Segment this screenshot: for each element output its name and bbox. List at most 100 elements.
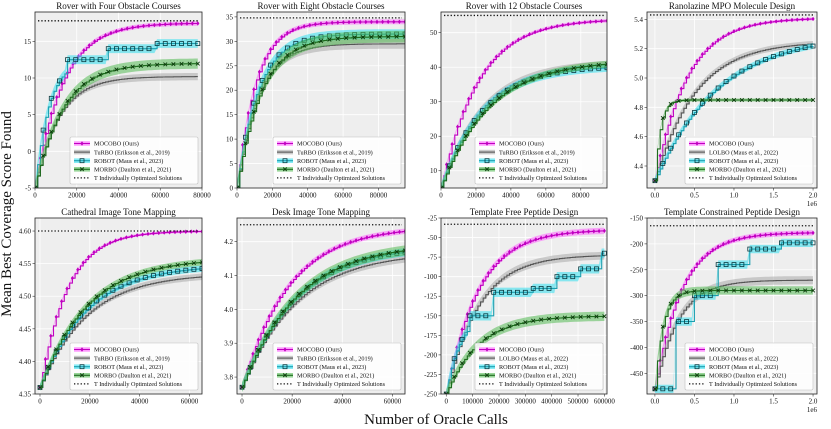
series-marker <box>262 325 266 330</box>
series-marker <box>302 24 306 29</box>
series-marker <box>764 232 768 238</box>
series-marker <box>562 274 568 280</box>
series-marker <box>146 231 150 237</box>
series-line <box>654 43 814 182</box>
x-tick-label: 0.5 <box>690 398 699 406</box>
series-marker <box>321 252 326 257</box>
series-marker <box>159 265 164 270</box>
series-marker <box>753 233 757 239</box>
series-marker <box>81 81 86 87</box>
y-tick-label: -250 <box>630 266 643 274</box>
series-marker <box>695 261 699 267</box>
series-marker <box>515 321 520 327</box>
series-marker <box>349 239 353 245</box>
y-tick-label: 15 <box>24 38 32 46</box>
series-layer <box>441 18 607 188</box>
series-marker <box>465 311 469 317</box>
legend-label: MORBO (Daulton et al., 2021) <box>94 373 171 380</box>
series-marker <box>237 185 240 188</box>
series-marker <box>130 234 134 239</box>
series-marker <box>92 250 96 255</box>
series-marker <box>167 269 172 275</box>
y-tick-label: 25 <box>226 62 234 70</box>
series-marker <box>252 87 256 92</box>
legend-marker <box>282 364 288 370</box>
series-marker <box>706 46 710 51</box>
series-marker <box>483 336 488 341</box>
series-marker <box>135 272 140 277</box>
legend-label: LOLBO (Maus et al., 2022) <box>709 149 778 156</box>
series-marker <box>185 21 189 26</box>
chart-panel-4: 0.0 0.5 1.0 1.5 2.0 4.4 4.6 4.8 5.0 5.2 5.4 1e6 Rano… <box>634 1 818 208</box>
plot-frame <box>440 217 608 395</box>
y-tick-label: -200 <box>424 351 437 359</box>
series-marker <box>354 238 358 243</box>
series-marker <box>394 249 399 254</box>
series-marker <box>142 275 148 280</box>
legend-label: ROBOT (Maus et al., 2023) <box>297 158 366 165</box>
y-tick-label: 5 <box>28 111 32 119</box>
x-tick-label: 20000 <box>283 398 301 406</box>
series-marker <box>195 61 200 66</box>
series-marker <box>700 97 705 103</box>
series-marker <box>55 94 59 100</box>
x-tick-label: 20000 <box>81 398 99 406</box>
series-marker <box>308 22 312 28</box>
series-marker <box>103 243 107 248</box>
series-marker <box>103 33 108 38</box>
series-marker <box>191 260 197 266</box>
series-marker <box>94 294 99 299</box>
series-marker <box>269 47 273 52</box>
legend-label: LOLBO (Maus et al., 2022) <box>499 355 568 362</box>
plot-frame <box>236 11 406 189</box>
x-tick-label: 1.0 <box>730 192 739 200</box>
legend-box <box>69 342 199 391</box>
legend-marker <box>79 158 85 164</box>
legend-box <box>684 342 814 391</box>
series-marker <box>731 288 737 293</box>
legend-label: TuRBO (Eriksson et al., 2019) <box>499 149 575 156</box>
series-marker <box>302 43 307 48</box>
legend-label: T Individually Optimized Solutions <box>499 175 588 182</box>
y-tick-label: 10 <box>430 167 438 175</box>
series-marker <box>305 284 310 289</box>
x-tick-label: 40000 <box>110 192 128 200</box>
series-layer <box>237 19 405 188</box>
series-marker <box>795 97 800 103</box>
legend: MOCOBO (Ours)LOLBO (Maus et al., 2022) RO… <box>684 342 814 391</box>
series-marker <box>755 246 761 252</box>
x-tick-label: 2.0 <box>809 192 818 200</box>
series-line <box>446 315 605 394</box>
series-marker <box>544 234 548 239</box>
series-marker <box>476 287 480 293</box>
series-marker <box>806 230 810 236</box>
series-marker <box>187 61 192 66</box>
series-marker <box>332 246 336 251</box>
series-marker <box>787 97 792 103</box>
series-marker <box>779 231 784 236</box>
legend-marker <box>694 364 700 370</box>
series-marker <box>737 26 741 32</box>
legend-marker <box>694 167 700 172</box>
series-marker <box>57 78 62 84</box>
legend-label: T Individually Optimized Solutions <box>94 175 183 182</box>
series-marker <box>152 22 157 28</box>
series-marker <box>794 240 800 246</box>
y-tick-label: 4.2 <box>224 238 233 246</box>
legend-label: MOCOBO (Ours) <box>709 141 754 148</box>
legend-label: MORBO (Daulton et al., 2021) <box>94 167 171 174</box>
y-tick-label: -250 <box>424 391 437 399</box>
series-line <box>35 63 199 188</box>
x-tick-label: 80000 <box>193 192 211 200</box>
series-marker <box>539 235 543 241</box>
series-marker <box>652 178 658 183</box>
series-marker <box>723 288 729 293</box>
chart-title: Template Constrained Peptide Design <box>664 207 801 217</box>
series-marker <box>381 232 385 237</box>
series-marker <box>658 153 662 158</box>
series-marker <box>723 262 729 267</box>
series-marker <box>443 391 449 394</box>
series-marker <box>480 111 485 116</box>
series-marker <box>49 111 53 116</box>
series-marker <box>151 267 156 272</box>
